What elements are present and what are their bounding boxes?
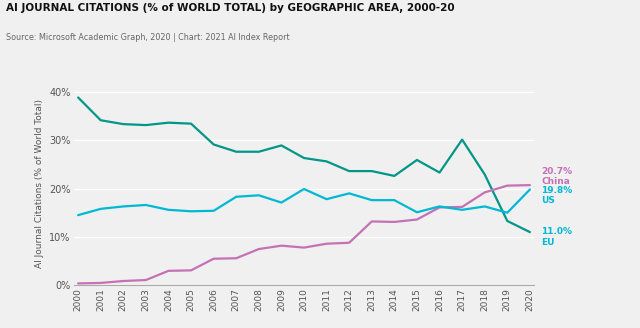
Text: 19.8%
US: 19.8% US — [541, 186, 572, 205]
Text: 11.0%
EU: 11.0% EU — [541, 227, 572, 247]
Text: Source: Microsoft Academic Graph, 2020 | Chart: 2021 AI Index Report: Source: Microsoft Academic Graph, 2020 |… — [6, 33, 290, 42]
Y-axis label: AI Journal Citations (% of World Total): AI Journal Citations (% of World Total) — [35, 99, 44, 268]
Text: 20.7%
China: 20.7% China — [541, 167, 572, 186]
Text: AI JOURNAL CITATIONS (% of WORLD TOTAL) by GEOGRAPHIC AREA, 2000-20: AI JOURNAL CITATIONS (% of WORLD TOTAL) … — [6, 3, 455, 13]
